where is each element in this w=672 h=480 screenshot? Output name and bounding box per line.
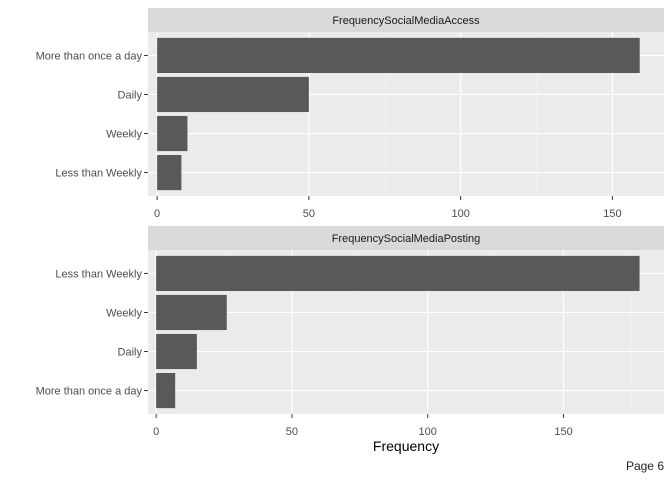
facet-strip-label: FrequencySocialMediaAccess xyxy=(332,15,480,27)
y-tick-label: Daily xyxy=(118,347,143,359)
x-tick-label: 0 xyxy=(154,208,160,220)
y-tick-label: Weekly xyxy=(106,129,142,141)
page-number: Page 6 xyxy=(625,459,664,473)
facet-strip-label: FrequencySocialMediaPosting xyxy=(332,233,481,245)
y-tick-label: More than once a day xyxy=(36,386,143,398)
y-tick-label: Less than Weekly xyxy=(55,168,142,180)
x-tick-label: 50 xyxy=(303,208,315,220)
x-tick-label: 150 xyxy=(554,426,572,438)
bar-2-2 xyxy=(156,294,227,331)
x-tick-label: 100 xyxy=(451,208,469,220)
x-axis-title: Frequency xyxy=(373,438,439,454)
facet-strip xyxy=(148,226,664,250)
facet-panel-1: FrequencySocialMediaAccess More than once… xyxy=(36,8,664,220)
bar-1-2 xyxy=(157,76,309,113)
bar-1-3 xyxy=(157,115,188,152)
facet-panel-2: FrequencySocialMediaPosting Less than Wee… xyxy=(36,226,664,454)
bar-2-4 xyxy=(156,373,176,409)
y-tick-label: More than once a day xyxy=(36,50,143,62)
x-tick-label: 100 xyxy=(419,426,437,438)
y-tick-label: Weekly xyxy=(106,307,142,319)
x-tick-label: 0 xyxy=(153,426,159,438)
x-tick-label: 150 xyxy=(603,208,621,220)
bar-2-3 xyxy=(156,333,197,370)
facet-strip xyxy=(148,8,664,32)
bar-1-4 xyxy=(157,155,182,191)
bar-1-1 xyxy=(157,37,640,73)
y-tick-label: Less than Weekly xyxy=(55,268,142,280)
bar-2-1 xyxy=(156,255,640,291)
y-tick-label: Daily xyxy=(118,89,143,101)
x-tick-label: 50 xyxy=(286,426,298,438)
